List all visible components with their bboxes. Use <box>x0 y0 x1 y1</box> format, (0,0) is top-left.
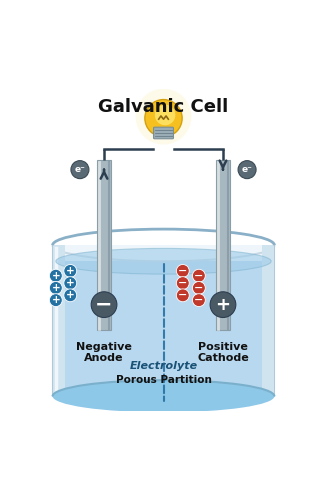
Circle shape <box>49 294 62 306</box>
Ellipse shape <box>53 380 274 412</box>
Circle shape <box>192 270 205 282</box>
Text: −: − <box>178 266 187 276</box>
Polygon shape <box>53 245 65 396</box>
FancyBboxPatch shape <box>154 127 173 139</box>
Text: −: − <box>194 270 203 280</box>
Circle shape <box>238 160 256 178</box>
Circle shape <box>176 276 189 289</box>
Circle shape <box>49 282 62 294</box>
Ellipse shape <box>56 248 271 274</box>
Circle shape <box>91 292 117 318</box>
FancyBboxPatch shape <box>97 160 111 330</box>
Circle shape <box>145 100 182 137</box>
Text: +: + <box>51 283 60 293</box>
Circle shape <box>71 160 89 178</box>
Text: −: − <box>194 295 203 305</box>
Text: Negative
Anode: Negative Anode <box>76 342 132 363</box>
Circle shape <box>64 276 77 289</box>
Circle shape <box>210 292 236 318</box>
Polygon shape <box>262 245 274 396</box>
Text: +: + <box>66 266 75 276</box>
Circle shape <box>192 294 205 306</box>
FancyBboxPatch shape <box>216 160 230 330</box>
Circle shape <box>176 264 189 278</box>
Text: −: − <box>194 283 203 293</box>
Text: Porous Partition: Porous Partition <box>115 375 212 385</box>
Text: e⁻: e⁻ <box>242 165 252 174</box>
Circle shape <box>135 88 192 144</box>
Circle shape <box>176 289 189 302</box>
Text: +: + <box>66 278 75 288</box>
Text: Galvanic Cell: Galvanic Cell <box>98 98 229 116</box>
Text: −: − <box>178 278 187 288</box>
Text: −: − <box>95 294 113 314</box>
Text: Positive
Cathode: Positive Cathode <box>197 342 249 363</box>
Text: −: − <box>178 290 187 300</box>
Circle shape <box>192 282 205 294</box>
Polygon shape <box>55 262 272 396</box>
Circle shape <box>49 270 62 282</box>
Circle shape <box>155 104 175 125</box>
Circle shape <box>64 264 77 278</box>
Text: +: + <box>51 295 60 305</box>
Text: Electrolyte: Electrolyte <box>129 362 198 372</box>
Circle shape <box>64 289 77 302</box>
Text: e⁻: e⁻ <box>75 165 85 174</box>
Polygon shape <box>55 245 272 262</box>
Text: +: + <box>66 290 75 300</box>
Text: +: + <box>51 270 60 280</box>
Text: +: + <box>215 296 231 314</box>
